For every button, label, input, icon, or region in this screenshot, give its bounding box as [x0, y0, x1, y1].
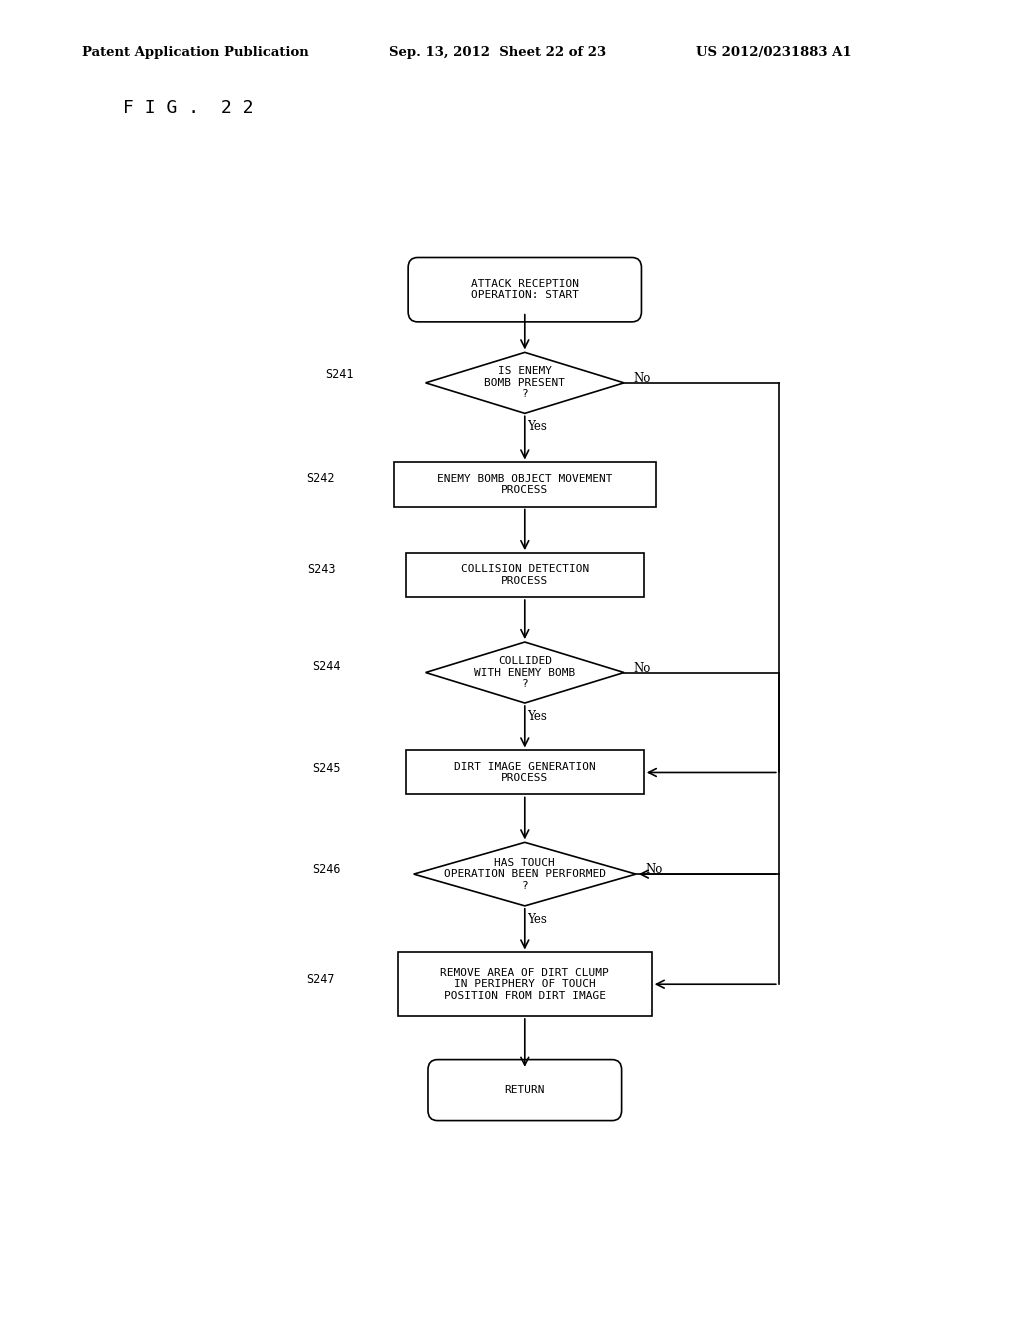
Text: DIRT IMAGE GENERATION
PROCESS: DIRT IMAGE GENERATION PROCESS — [454, 762, 596, 783]
Bar — [397, 953, 651, 1016]
Text: S241: S241 — [326, 368, 354, 381]
Text: Patent Application Publication: Patent Application Publication — [82, 46, 308, 59]
Polygon shape — [426, 352, 624, 413]
Text: Yes: Yes — [526, 912, 547, 925]
Text: ATTACK RECEPTION
OPERATION: START: ATTACK RECEPTION OPERATION: START — [471, 279, 579, 301]
Text: S242: S242 — [306, 473, 334, 484]
Text: RETURN: RETURN — [505, 1085, 545, 1096]
Text: S246: S246 — [312, 863, 341, 876]
Polygon shape — [426, 642, 624, 704]
Text: Yes: Yes — [526, 710, 547, 723]
Bar — [394, 462, 655, 507]
Text: F I G .  2 2: F I G . 2 2 — [123, 99, 253, 117]
Text: S247: S247 — [306, 973, 334, 986]
Text: Yes: Yes — [526, 420, 547, 433]
Text: COLLISION DETECTION
PROCESS: COLLISION DETECTION PROCESS — [461, 565, 589, 586]
Text: Sep. 13, 2012  Sheet 22 of 23: Sep. 13, 2012 Sheet 22 of 23 — [389, 46, 606, 59]
Text: US 2012/0231883 A1: US 2012/0231883 A1 — [696, 46, 852, 59]
Text: No: No — [645, 863, 663, 876]
Text: HAS TOUCH
OPERATION BEEN PERFORMED
?: HAS TOUCH OPERATION BEEN PERFORMED ? — [443, 858, 606, 891]
Text: IS ENEMY
BOMB PRESENT
?: IS ENEMY BOMB PRESENT ? — [484, 366, 565, 400]
Polygon shape — [414, 842, 636, 906]
Text: No: No — [634, 372, 651, 385]
Text: COLLIDED
WITH ENEMY BOMB
?: COLLIDED WITH ENEMY BOMB ? — [474, 656, 575, 689]
Text: No: No — [634, 661, 651, 675]
Text: ENEMY BOMB OBJECT MOVEMENT
PROCESS: ENEMY BOMB OBJECT MOVEMENT PROCESS — [437, 474, 612, 495]
Text: S243: S243 — [307, 562, 336, 576]
FancyBboxPatch shape — [409, 257, 641, 322]
Text: S244: S244 — [312, 660, 341, 673]
Text: S245: S245 — [312, 762, 341, 775]
Bar — [406, 553, 644, 597]
FancyBboxPatch shape — [428, 1060, 622, 1121]
Bar — [406, 751, 644, 795]
Text: REMOVE AREA OF DIRT CLUMP
IN PERIPHERY OF TOUCH
POSITION FROM DIRT IMAGE: REMOVE AREA OF DIRT CLUMP IN PERIPHERY O… — [440, 968, 609, 1001]
